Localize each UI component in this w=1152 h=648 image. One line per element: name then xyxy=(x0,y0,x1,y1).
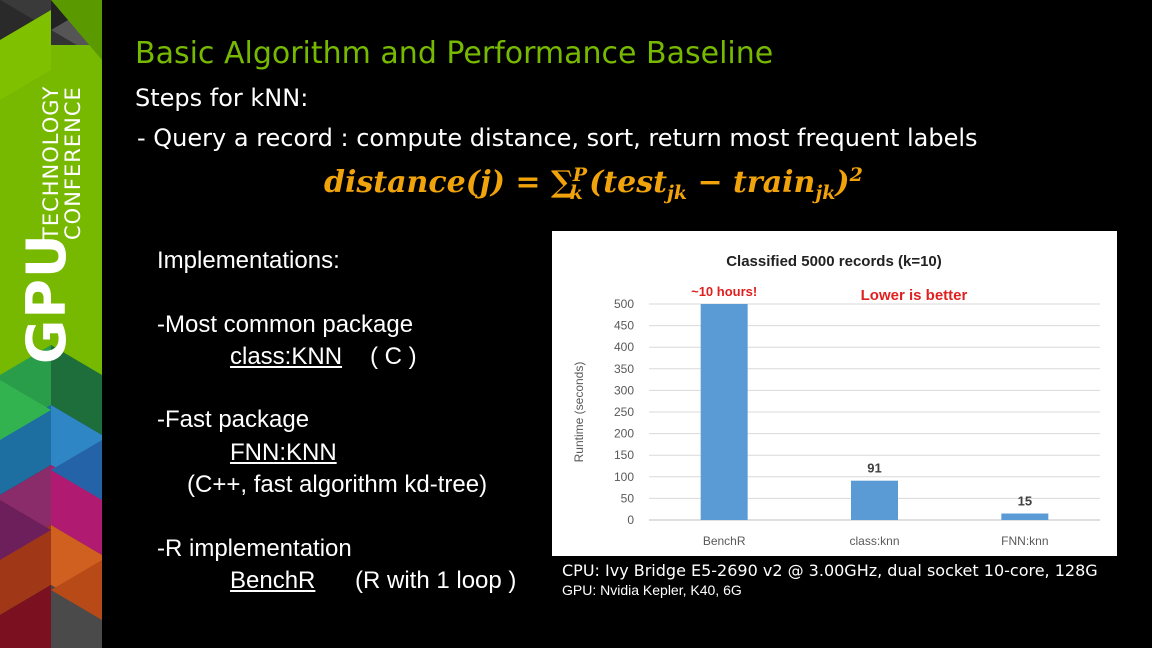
brand-sidebar: GPU TECHNOLOGY CONFERENCE xyxy=(0,0,102,648)
chart-title: Classified 5000 records (k=10) xyxy=(726,253,942,270)
formula-power: 2 xyxy=(849,164,863,186)
y-tick-label: 150 xyxy=(614,448,634,462)
steps-heading: Steps for kNN: xyxy=(135,84,309,112)
y-tick-label: 400 xyxy=(614,340,634,354)
y-tick-label: 100 xyxy=(614,470,634,484)
impl-2-title: -Fast package xyxy=(157,406,310,433)
runtime-chart-svg: Classified 5000 records (k=10) 0 50 100 150 2… xyxy=(572,253,1100,548)
gpu-spec-note: GPU: Nvidia Kepler, K40, 6G xyxy=(562,582,742,598)
impl-1-title: -Most common package xyxy=(157,311,414,338)
bar-fnn-knn xyxy=(1001,513,1049,520)
y-tick-label: 200 xyxy=(614,427,634,441)
y-tick-label: 300 xyxy=(614,383,634,397)
x-tick-label: FNN:knn xyxy=(1001,534,1048,548)
y-tick-label: 250 xyxy=(614,405,634,419)
impl-1-name: class:KNN xyxy=(230,343,343,370)
implementations-heading: Implementations: xyxy=(157,247,340,274)
impl-2-name: FNN:KNN xyxy=(230,439,337,466)
formula-train: − train xyxy=(687,165,816,200)
cpu-spec-note: CPU: Ivy Bridge E5-2690 v2 @ 3.00GHz, du… xyxy=(562,561,1098,580)
brand-conference: CONFERENCE xyxy=(61,86,85,240)
y-tick-label: 500 xyxy=(614,297,634,311)
sidebar-tile-pattern xyxy=(0,0,102,648)
runtime-chart: Classified 5000 records (k=10) 0 50 100 150 2… xyxy=(552,231,1117,556)
formula-close: ) xyxy=(835,165,850,200)
formula-sum-sub: k xyxy=(569,182,583,204)
x-tick-label: class:knn xyxy=(849,534,899,548)
formula-test-sub: jk xyxy=(666,182,687,204)
y-axis-label: Runtime (seconds) xyxy=(572,362,586,463)
y-tick-label: 350 xyxy=(614,362,634,376)
formula-sum-sup: P xyxy=(572,164,588,186)
formula-test: (test xyxy=(589,165,667,200)
formula-train-sub: jk xyxy=(815,182,836,204)
y-tick-label: 0 xyxy=(627,513,634,527)
impl-2-detail: (C++, fast algorithm kd-tree) xyxy=(187,471,488,498)
impl-3-detail: (R with 1 loop ) xyxy=(355,567,517,594)
bar-class-knn xyxy=(851,480,898,520)
data-label: 15 xyxy=(1018,494,1032,509)
data-label: 91 xyxy=(867,461,881,476)
bar-benchr xyxy=(700,304,748,520)
brand-gpu-wordmark: GPU xyxy=(15,233,78,364)
distance-formula: distance(j) = ∑kP(testjk − trainjk)2 xyxy=(324,164,863,204)
impl-3-name: BenchR xyxy=(230,567,316,594)
impl-3-title: -R implementation xyxy=(157,535,352,562)
slide-title: Basic Algorithm and Performance Baseline xyxy=(135,36,774,71)
brand-subtitle: TECHNOLOGY CONFERENCE xyxy=(39,85,85,240)
brand-technology: TECHNOLOGY xyxy=(39,85,63,240)
chart-annotation: Lower is better xyxy=(861,287,968,304)
query-bullet: - Query a record : compute distance, sor… xyxy=(137,124,978,152)
data-label: ~10 hours! xyxy=(691,284,757,299)
x-tick-label: BenchR xyxy=(703,534,746,548)
formula-lhs: distance(j) = ∑ xyxy=(324,165,574,200)
y-tick-label: 450 xyxy=(614,319,634,333)
impl-1-detail: ( C ) xyxy=(370,343,417,370)
y-tick-label: 50 xyxy=(621,491,635,505)
